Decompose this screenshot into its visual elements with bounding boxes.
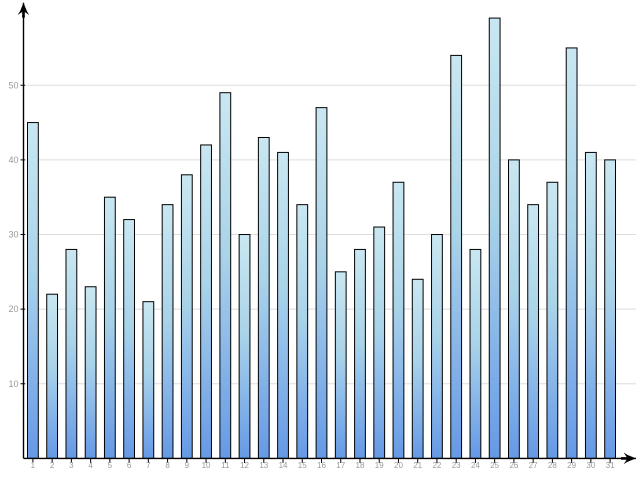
svg-text:20: 20 (8, 304, 18, 314)
svg-text:10: 10 (202, 461, 211, 470)
svg-text:24: 24 (471, 461, 480, 470)
svg-text:12: 12 (240, 461, 249, 470)
svg-text:30: 30 (586, 461, 595, 470)
svg-text:11: 11 (221, 461, 230, 470)
svg-text:20: 20 (394, 461, 403, 470)
svg-text:17: 17 (336, 461, 345, 470)
svg-text:15: 15 (298, 461, 307, 470)
svg-text:19: 19 (375, 461, 384, 470)
svg-text:5: 5 (108, 461, 113, 470)
svg-text:28: 28 (548, 461, 557, 470)
svg-text:4: 4 (88, 461, 93, 470)
svg-text:3: 3 (69, 461, 74, 470)
svg-text:26: 26 (509, 461, 518, 470)
svg-text:21: 21 (413, 461, 422, 470)
svg-text:14: 14 (279, 461, 288, 470)
svg-text:25: 25 (490, 461, 499, 470)
svg-text:22: 22 (432, 461, 441, 470)
svg-text:10: 10 (8, 379, 18, 389)
svg-text:1: 1 (31, 461, 36, 470)
svg-text:50: 50 (8, 80, 18, 90)
svg-text:16: 16 (317, 461, 326, 470)
svg-text:27: 27 (529, 461, 538, 470)
svg-text:40: 40 (8, 155, 18, 165)
svg-text:31: 31 (606, 461, 615, 470)
svg-text:29: 29 (567, 461, 576, 470)
svg-text:7: 7 (146, 461, 151, 470)
svg-text:18: 18 (356, 461, 365, 470)
svg-text:30: 30 (8, 230, 18, 240)
svg-text:6: 6 (127, 461, 132, 470)
svg-text:23: 23 (452, 461, 461, 470)
svg-text:9: 9 (185, 461, 190, 470)
svg-text:2: 2 (50, 461, 55, 470)
svg-text:8: 8 (165, 461, 170, 470)
svg-text:13: 13 (259, 461, 268, 470)
